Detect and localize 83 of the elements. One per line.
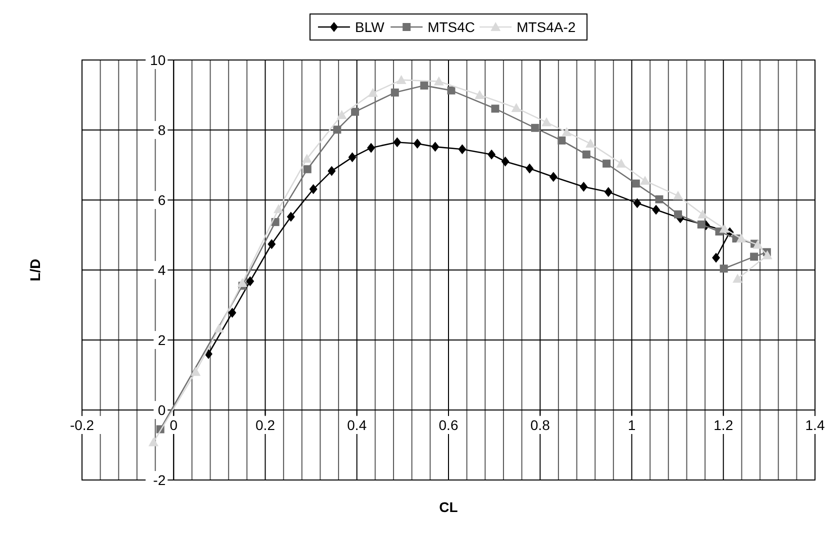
x-tick-label: 0.8 — [530, 417, 550, 433]
point — [302, 154, 312, 163]
x-tick-label: -0.2 — [70, 417, 94, 433]
point — [655, 195, 664, 204]
legend-label: BLW — [355, 19, 386, 35]
point — [542, 117, 552, 126]
x-tick-label: 1.2 — [714, 417, 734, 433]
y-tick-label: 6 — [158, 192, 166, 208]
point — [712, 252, 720, 263]
legend-label: MTS4C — [428, 19, 476, 35]
point — [762, 250, 772, 260]
point — [697, 220, 706, 228]
point — [640, 176, 650, 185]
point — [562, 127, 572, 136]
point — [286, 212, 295, 222]
y-tick-label: -2 — [153, 472, 166, 488]
point — [604, 186, 612, 197]
point — [531, 124, 540, 132]
x-tick-label: 0.4 — [347, 417, 367, 433]
point — [434, 76, 444, 86]
point — [549, 172, 558, 182]
point — [488, 150, 496, 160]
point — [632, 180, 640, 188]
y-tick-label: 4 — [158, 262, 166, 278]
point — [246, 276, 254, 286]
point — [652, 204, 660, 215]
legend-label: MTS4A-2 — [516, 19, 576, 35]
y-axis-title: L/D — [27, 258, 43, 282]
point — [474, 90, 485, 99]
point — [237, 278, 248, 287]
x-tick-label: 1 — [628, 417, 636, 433]
point — [673, 190, 684, 200]
point — [491, 104, 500, 113]
y-tick-label: 8 — [158, 122, 166, 138]
point — [351, 108, 360, 116]
point — [309, 184, 318, 194]
point — [393, 137, 402, 148]
point — [582, 150, 590, 158]
point — [268, 239, 276, 250]
point — [348, 152, 356, 162]
point — [511, 102, 522, 112]
point — [752, 240, 763, 249]
point — [580, 182, 588, 192]
y-tick-label: 2 — [158, 332, 166, 348]
point — [732, 274, 743, 283]
point — [736, 234, 746, 242]
y-tick-label: 10 — [150, 52, 166, 68]
point — [336, 110, 347, 119]
x-tick-label: 0 — [170, 417, 178, 433]
point — [447, 86, 456, 94]
point — [633, 198, 642, 208]
x-axis-title: CL — [439, 499, 458, 515]
point — [616, 158, 626, 168]
point — [674, 210, 682, 218]
y-tick-label: 0 — [158, 402, 166, 418]
point — [190, 366, 201, 376]
x-tick-label: 1.4 — [805, 417, 825, 433]
point — [602, 160, 611, 168]
point — [214, 323, 224, 332]
point — [413, 138, 422, 149]
point — [501, 156, 510, 166]
point — [368, 88, 378, 97]
point — [719, 224, 730, 233]
point — [396, 74, 406, 84]
x-tick-label: 0.2 — [256, 417, 276, 433]
point — [390, 88, 399, 97]
point — [328, 166, 336, 176]
point — [526, 164, 534, 174]
x-tick-label: 0.6 — [438, 417, 458, 433]
point — [586, 138, 596, 148]
point — [148, 437, 158, 446]
point — [303, 165, 312, 174]
point — [333, 126, 342, 134]
point — [720, 264, 728, 273]
point — [698, 209, 708, 218]
point — [420, 82, 428, 90]
point — [750, 252, 758, 261]
point — [367, 142, 376, 153]
point — [431, 142, 440, 152]
point — [458, 144, 466, 154]
point — [228, 308, 236, 318]
point — [274, 204, 284, 214]
point — [558, 136, 566, 144]
